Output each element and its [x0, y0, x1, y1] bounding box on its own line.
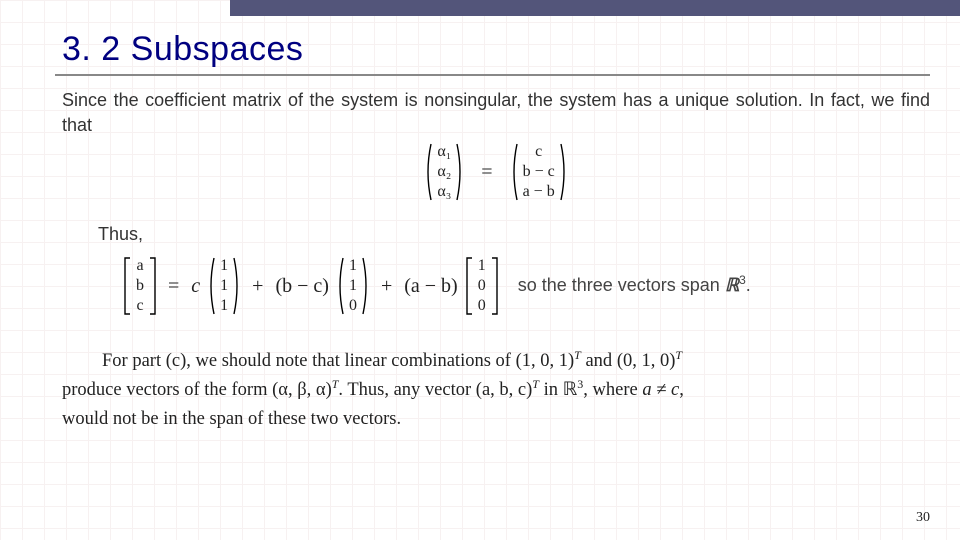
pc-1: For part (c), we should note that linear…: [102, 351, 516, 371]
t2-0: 1: [349, 256, 357, 276]
coef-1: c: [191, 272, 200, 300]
t1-0: 1: [220, 256, 228, 276]
content-area: Since the coefficient matrix of the syst…: [62, 88, 930, 434]
res-3: a − b: [523, 182, 555, 202]
res-1: c: [523, 142, 555, 162]
pc-v1: (1, 0, 1): [516, 351, 575, 371]
left-bracket-icon: [464, 256, 474, 316]
pc-form: (α, β, α): [272, 381, 332, 401]
pc-2a: produce vectors of the form: [62, 381, 272, 401]
alpha2: α₂: [437, 162, 451, 182]
right-bracket-icon: [490, 256, 500, 316]
plus-1: +: [252, 272, 263, 300]
page-number: 30: [916, 510, 930, 526]
plus-2: +: [381, 272, 392, 300]
pc-2b: . Thus, any vector: [338, 381, 475, 401]
span-tail: so the three vectors span ℝ3.: [518, 272, 751, 298]
pc-neq: a ≠ c: [642, 381, 679, 401]
t2-1: 1: [349, 276, 357, 296]
pc-inr3: in ℝ: [539, 381, 577, 401]
title-underline: [55, 74, 930, 76]
t1-1: 1: [220, 276, 228, 296]
t3-0: 1: [478, 256, 486, 276]
t2-2: 0: [349, 296, 357, 316]
pc-comma: ,: [679, 381, 684, 401]
alpha3: α₃: [437, 182, 451, 202]
alpha-vector: α₁ α₂ α₃: [423, 142, 465, 202]
pc-t4: T: [532, 377, 539, 391]
right-bracket-icon: [148, 256, 158, 316]
lhs-c: c: [136, 296, 144, 316]
pc-t2: T: [675, 348, 682, 362]
lhs-vector: a b c: [122, 256, 158, 316]
pc-t1: T: [574, 348, 581, 362]
lhs-a: a: [136, 256, 144, 276]
term3-vector: 1 0 0: [464, 256, 500, 316]
result-vector: c b − c a − b: [509, 142, 569, 202]
thus-text: Thus,: [98, 222, 930, 247]
page-title: 3. 2 Subspaces: [62, 30, 303, 69]
equals-sign: =: [481, 158, 492, 186]
t3-1: 0: [478, 276, 486, 296]
left-paren-icon: [423, 142, 433, 202]
r-symbol: ℝ: [725, 275, 739, 295]
t3-2: 0: [478, 296, 486, 316]
right-paren-icon: [559, 142, 569, 202]
right-paren-icon: [361, 256, 371, 316]
left-paren-icon: [206, 256, 216, 316]
t1-2: 1: [220, 296, 228, 316]
r-sup: 3: [739, 273, 746, 287]
tail-suffix: .: [746, 275, 751, 295]
pc-v2: (0, 1, 0): [617, 351, 676, 371]
alpha-equation: α₁ α₂ α₃ = c b − c a − b: [62, 142, 930, 202]
term2-vector: 1 1 0: [335, 256, 371, 316]
pc-abc: (a, b, c): [476, 381, 533, 401]
right-paren-icon: [232, 256, 242, 316]
top-color-band: [230, 0, 960, 16]
left-paren-icon: [335, 256, 345, 316]
pc-and: and: [581, 351, 617, 371]
equals-sign-2: =: [168, 272, 179, 300]
pc-3: would not be in the span of these two ve…: [62, 409, 401, 429]
part-c-paragraph: For part (c), we should note that linear…: [62, 346, 930, 434]
tail-prefix: so the three vectors span: [518, 275, 725, 295]
res-2: b − c: [523, 162, 555, 182]
left-paren-icon: [509, 142, 519, 202]
expansion-equation: a b c = c 1 1 1 + (b − c) 1 1 0: [122, 256, 930, 316]
pc-where: , where: [583, 381, 642, 401]
right-paren-icon: [455, 142, 465, 202]
left-bracket-icon: [122, 256, 132, 316]
lhs-b: b: [136, 276, 144, 296]
intro-text: Since the coefficient matrix of the syst…: [62, 88, 930, 138]
coef-3: (a − b): [404, 272, 457, 300]
coef-2: (b − c): [275, 272, 328, 300]
alpha1: α₁: [437, 142, 451, 162]
term1-vector: 1 1 1: [206, 256, 242, 316]
